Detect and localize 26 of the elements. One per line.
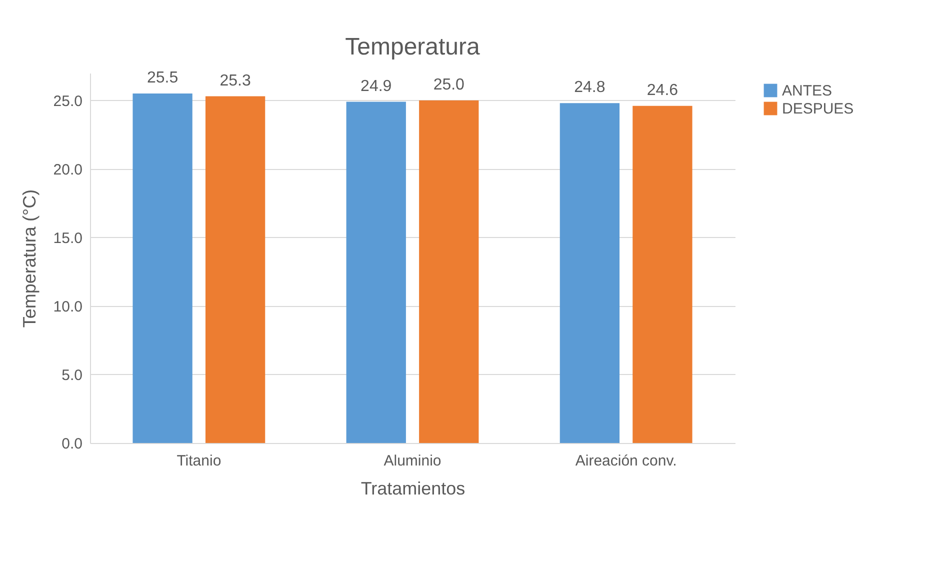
bar — [560, 103, 620, 443]
data-label: 25.3 — [220, 72, 251, 90]
y-tick-label: 15.0 — [53, 230, 82, 247]
y-axis-title: Temperatura (°C) — [19, 189, 40, 328]
bar — [419, 100, 479, 443]
y-tick-label: 20.0 — [53, 161, 82, 178]
data-label: 24.8 — [574, 79, 606, 96]
data-label: 25.5 — [146, 70, 178, 87]
data-label: 25.0 — [433, 76, 465, 94]
x-tick-label: Aireación conv. — [575, 452, 677, 470]
legend-label: ANTES — [782, 82, 832, 100]
bar — [632, 106, 692, 443]
data-label: 24.6 — [646, 82, 678, 99]
y-tick-label: 25.0 — [53, 92, 82, 110]
x-tick-label: Titanio — [176, 452, 222, 470]
data-label: 24.9 — [360, 78, 392, 95]
bar — [205, 96, 266, 443]
chart-title: Temperatura — [345, 34, 481, 61]
x-tick-label: Aluminio — [384, 452, 442, 470]
legend-label: DESPUES — [782, 100, 854, 118]
y-tick-label: 10.0 — [53, 298, 82, 316]
bar — [132, 94, 192, 443]
y-tick-label: 5.0 — [62, 366, 82, 384]
x-axis-title: Tratamientos — [360, 478, 466, 498]
bar — [346, 102, 406, 443]
y-tick-label: 0.0 — [62, 436, 82, 452]
